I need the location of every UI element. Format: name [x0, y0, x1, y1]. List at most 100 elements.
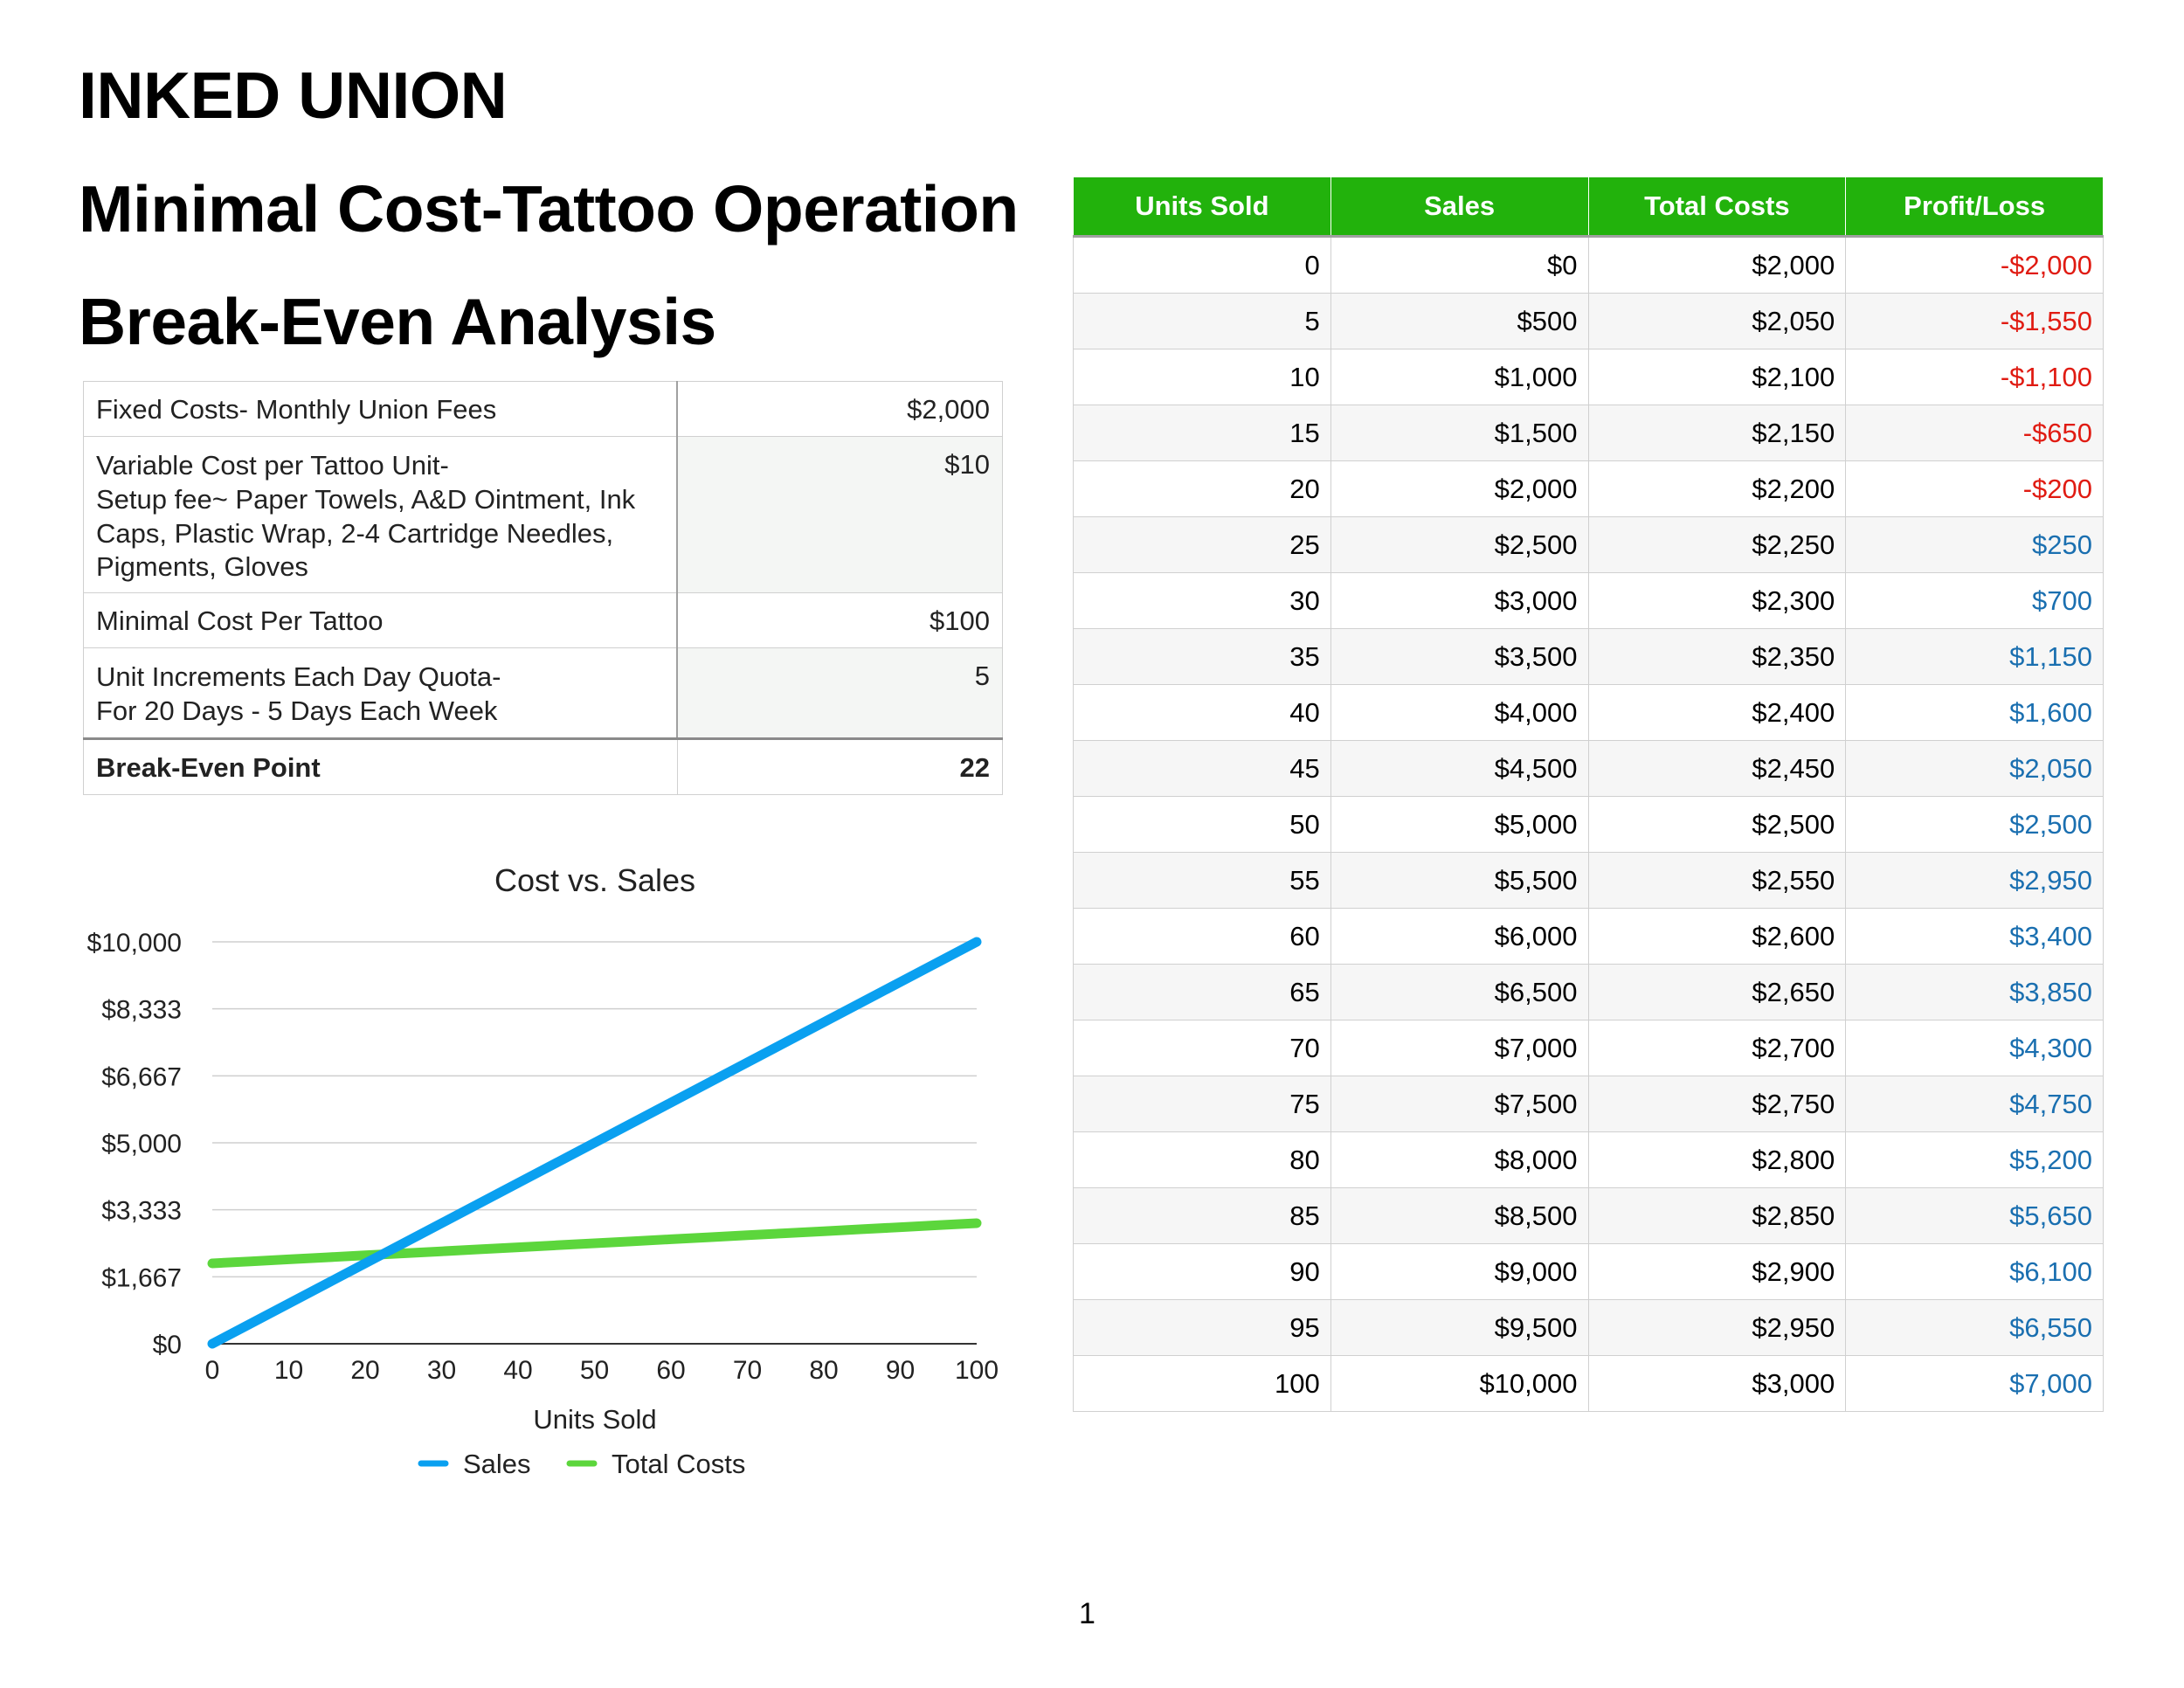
- table-cell: 60: [1073, 908, 1331, 965]
- table-cell: 95: [1073, 1299, 1331, 1356]
- table-row: 75 $7,500 $2,750 $4,750: [1073, 1076, 2104, 1132]
- table-row: 100 $10,000 $3,000 $7,000: [1073, 1355, 2104, 1412]
- table-cell: $2,600: [1587, 908, 1847, 965]
- table-cell: $7,000: [1845, 1355, 2104, 1412]
- x-tick-label: 50: [580, 1356, 609, 1385]
- summary-row-fixed-costs: Fixed Costs- Monthly Union Fees $2,000: [83, 381, 1003, 437]
- summary-value: $10: [676, 436, 1003, 593]
- table-cell: $2,900: [1587, 1243, 1847, 1300]
- table-cell: $2,550: [1587, 852, 1847, 909]
- y-tick-label: $0: [153, 1331, 182, 1359]
- y-tick-label: $3,333: [101, 1197, 182, 1226]
- summary-label: Fixed Costs- Monthly Union Fees: [83, 381, 678, 437]
- x-tick-label: 10: [274, 1356, 303, 1385]
- legend-label: Total Costs: [612, 1449, 745, 1479]
- y-tick-label: $8,333: [101, 996, 182, 1025]
- table-cell: 0: [1073, 236, 1331, 294]
- legend-label: Sales: [463, 1449, 531, 1479]
- summary-label-line: Unit Increments Each Day Quota-: [96, 661, 501, 692]
- table-cell: $3,400: [1845, 908, 2104, 965]
- cost-vs-sales-chart: Cost vs. Sales $0 $1,667 $3,333 $5,000 $6,66…: [87, 862, 999, 1479]
- summary-value: $2,000: [676, 381, 1003, 437]
- table-cell: -$200: [1845, 460, 2104, 517]
- table-cell: $3,000: [1330, 572, 1589, 629]
- table-cell: $2,950: [1587, 1299, 1847, 1356]
- table-cell: $8,500: [1330, 1187, 1589, 1244]
- x-tick-label: 20: [350, 1356, 379, 1385]
- table-cell: $1,000: [1330, 349, 1589, 405]
- table-row: 95 $9,500 $2,950 $6,550: [1073, 1299, 2104, 1356]
- table-cell: $5,500: [1330, 852, 1589, 909]
- table-cell: -$650: [1845, 405, 2104, 461]
- summary-label: Variable Cost per Tattoo Unit- Setup fee~…: [83, 436, 678, 593]
- table-header-sales: Sales: [1330, 176, 1589, 238]
- table-cell: 90: [1073, 1243, 1331, 1300]
- table-row: 85 $8,500 $2,850 $5,650: [1073, 1187, 2104, 1244]
- x-tick-label: 30: [427, 1356, 456, 1385]
- table-cell: $5,200: [1845, 1131, 2104, 1188]
- table-row: 20 $2,000 $2,200 -$200: [1073, 460, 2104, 517]
- table-cell: $4,750: [1845, 1076, 2104, 1132]
- series-line-sales: [207, 937, 982, 1349]
- table-cell: 75: [1073, 1076, 1331, 1132]
- summary-label-line: For 20 Days - 5 Days Each Week: [96, 695, 498, 726]
- table-cell: 40: [1073, 684, 1331, 741]
- table-cell: $10,000: [1330, 1355, 1589, 1412]
- table-row: 50 $5,000 $2,500 $2,500: [1073, 796, 2104, 853]
- table-cell: 80: [1073, 1131, 1331, 1188]
- table-cell: $1,150: [1845, 628, 2104, 685]
- table-cell: $6,550: [1845, 1299, 2104, 1356]
- table-cell: $4,500: [1330, 740, 1589, 797]
- table-cell: -$2,000: [1845, 236, 2104, 294]
- table-cell: $3,500: [1330, 628, 1589, 685]
- table-row: 80 $8,000 $2,800 $5,200: [1073, 1131, 2104, 1188]
- table-cell: $3,850: [1845, 964, 2104, 1020]
- table-row: 70 $7,000 $2,700 $4,300: [1073, 1020, 2104, 1076]
- table-header-units-sold: Units Sold: [1073, 176, 1331, 238]
- table-cell: $2,000: [1587, 236, 1847, 294]
- x-tick-label: 40: [503, 1356, 532, 1385]
- table-cell: 65: [1073, 964, 1331, 1020]
- table-cell: $2,350: [1587, 628, 1847, 685]
- table-row: 25 $2,500 $2,250 $250: [1073, 516, 2104, 573]
- table-cell: $5,650: [1845, 1187, 2104, 1244]
- table-cell: 85: [1073, 1187, 1331, 1244]
- summary-row-breakeven: Break-Even Point 22: [83, 737, 1003, 795]
- table-cell: $2,700: [1587, 1020, 1847, 1076]
- table-cell: $2,100: [1587, 349, 1847, 405]
- table-cell: $2,400: [1587, 684, 1847, 741]
- table-cell: $2,150: [1587, 405, 1847, 461]
- x-tick-label: 100: [955, 1356, 999, 1385]
- table-cell: $0: [1330, 236, 1589, 294]
- y-tick-label: $10,000: [87, 929, 182, 958]
- table-cell: $4,000: [1330, 684, 1589, 741]
- table-cell: $2,250: [1587, 516, 1847, 573]
- summary-row-unit-increments: Unit Increments Each Day Quota- For 20 Da…: [83, 647, 1003, 739]
- table-cell: $2,500: [1587, 796, 1847, 853]
- table-cell: $2,050: [1587, 293, 1847, 349]
- table-row: 5 $500 $2,050 -$1,550: [1073, 293, 2104, 349]
- table-cell: 50: [1073, 796, 1331, 853]
- table-row: 65 $6,500 $2,650 $3,850: [1073, 964, 2104, 1020]
- breakeven-value: 22: [676, 737, 1003, 795]
- table-header-total-costs: Total Costs: [1587, 176, 1847, 238]
- table-cell: $2,800: [1587, 1131, 1847, 1188]
- table-cell: $2,000: [1330, 460, 1589, 517]
- chart-title: Cost vs. Sales: [494, 862, 695, 898]
- table-cell: $2,850: [1587, 1187, 1847, 1244]
- breakeven-data-table: Units Sold Sales Total Costs Profit/Loss 0 $…: [1073, 176, 2104, 1412]
- summary-value: $100: [676, 592, 1003, 648]
- table-cell: $2,950: [1845, 852, 2104, 909]
- table-cell: $700: [1845, 572, 2104, 629]
- table-row: 10 $1,000 $2,100 -$1,100: [1073, 349, 2104, 405]
- table-cell: $7,500: [1330, 1076, 1589, 1132]
- series-line-total-costs: [207, 1218, 982, 1269]
- table-cell: $7,000: [1330, 1020, 1589, 1076]
- table-cell: $8,000: [1330, 1131, 1589, 1188]
- table-cell: 55: [1073, 852, 1331, 909]
- table-cell: -$1,100: [1845, 349, 2104, 405]
- table-cell: $2,500: [1330, 516, 1589, 573]
- table-cell: 20: [1073, 460, 1331, 517]
- table-cell: -$1,550: [1845, 293, 2104, 349]
- table-cell: 45: [1073, 740, 1331, 797]
